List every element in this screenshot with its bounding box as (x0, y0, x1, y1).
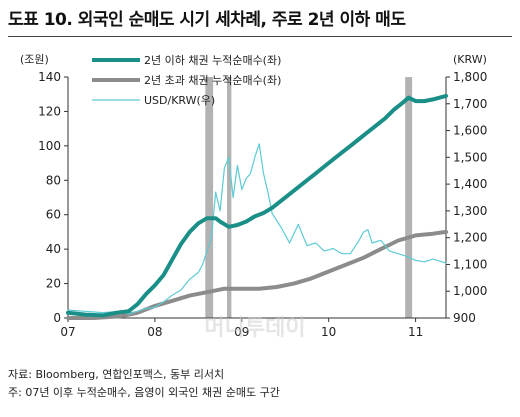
right-tick-label: 1,200 (453, 231, 487, 245)
right-tick-label: 1,500 (453, 150, 487, 164)
shaded-period-1 (205, 77, 214, 318)
left-tick-label: 60 (46, 208, 61, 222)
series-line-1 (66, 93, 448, 318)
left-tick-label: 120 (38, 104, 61, 118)
legend: 2년 이하 채권 누적순매수(좌) 2년 초과 채권 누적순매수(좌) USD/KR… (92, 53, 281, 107)
shaded-period-3 (405, 77, 413, 318)
legend-label-3: USD/KRW(우) (144, 94, 215, 107)
x-tick-label: 11 (408, 325, 423, 339)
watermark: 머니투데이 (204, 316, 305, 341)
title-rule (8, 36, 512, 37)
left-tick-label: 20 (46, 277, 61, 291)
legend-label-2: 2년 초과 채권 누적순매수(좌) (144, 74, 281, 87)
footnote: 주: 07년 이후 누적순매수, 음영이 외국인 채권 순매도 구간 (8, 386, 280, 399)
axes: 0 20 40 60 80 100 120 140 (조원) 900 1,000 1,100 1,200… (20, 53, 487, 339)
left-tick-label: 100 (38, 139, 61, 153)
page-title: 도표 10. 외국인 순매도 시기 세차례, 주로 2년 이하 매도 (8, 10, 406, 30)
right-tick-label: 1,700 (453, 97, 487, 111)
source-note: 자료: Bloomberg, 연합인포맥스, 동부 리서치 (8, 368, 225, 381)
left-tick-label: 40 (46, 242, 61, 256)
shaded-periods (205, 77, 413, 318)
right-tick-label: 900 (453, 311, 476, 325)
series-line-3 (67, 143, 447, 315)
series-line-2 (66, 229, 448, 320)
shaded-period-2 (227, 77, 232, 318)
series-lines (66, 93, 448, 320)
left-axis-unit: (조원) (20, 53, 49, 66)
legend-label-1: 2년 이하 채권 누적순매수(좌) (144, 53, 281, 67)
right-tick-label: 1,100 (453, 257, 487, 271)
right-tick-label: 1,400 (453, 177, 487, 191)
left-tick-label: 140 (38, 70, 61, 84)
chart: 0 20 40 60 80 100 120 140 (조원) 900 1,000 1,100 1,200… (20, 53, 487, 341)
x-tick-label: 08 (147, 325, 162, 339)
right-tick-label: 1,300 (453, 204, 487, 218)
x-tick-label: 07 (60, 325, 75, 339)
right-tick-label: 1,000 (453, 284, 487, 298)
right-axis-unit: (KRW) (453, 53, 487, 66)
x-tick-label: 09 (234, 325, 249, 339)
left-tick-label: 0 (53, 311, 61, 325)
x-tick-label: 10 (321, 325, 336, 339)
left-tick-label: 80 (46, 173, 61, 187)
right-tick-label: 1,600 (453, 124, 487, 138)
right-tick-label: 1,800 (453, 70, 487, 84)
